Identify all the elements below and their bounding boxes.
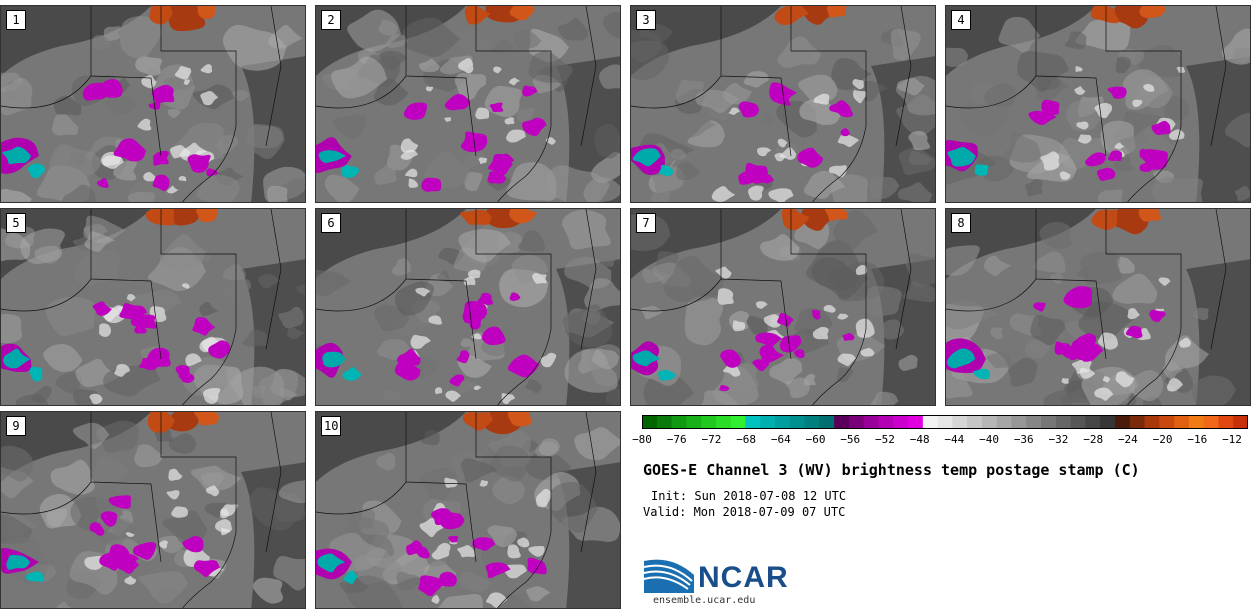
postage-stamp-panel[interactable]: 2 <box>315 5 621 203</box>
colorbar-tick-label: −20 <box>1152 433 1173 446</box>
colorbar-segment <box>1114 415 1131 429</box>
colorbar-tick-label: −64 <box>770 433 791 446</box>
postage-stamp-panel[interactable]: 10 <box>315 411 621 609</box>
colorbar <box>642 415 1248 429</box>
colorbar-tick-label: −48 <box>909 433 930 446</box>
postage-stamp-panel[interactable]: 3 <box>630 5 936 203</box>
colorbar-segment <box>834 415 850 429</box>
panel-number: 9 <box>6 416 26 436</box>
colorbar-tick-label: −12 <box>1222 433 1242 446</box>
panel-number: 6 <box>321 213 341 233</box>
valid-time: Valid: Mon 2018-07-09 07 UTC <box>643 505 846 519</box>
colorbar-tick-label: −16 <box>1187 433 1208 446</box>
panel-number: 3 <box>636 10 656 30</box>
colorbar-segment <box>967 415 983 429</box>
colorbar-segment <box>1144 415 1160 429</box>
colorbar-segment <box>981 415 998 429</box>
colorbar-tick-label: −24 <box>1117 433 1138 446</box>
colorbar-segment <box>1026 415 1042 429</box>
site-url[interactable]: ensemble.ucar.edu <box>653 595 756 606</box>
ncar-logo-icon <box>643 559 694 593</box>
ncar-logo-text: NCAR <box>698 561 789 594</box>
colorbar-tick-label: −40 <box>979 433 999 446</box>
panel-number: 10 <box>321 416 342 436</box>
colorbar-segment <box>878 415 894 429</box>
postage-stamp-panel[interactable]: 1 <box>0 5 306 203</box>
colorbar-segment <box>1100 415 1116 429</box>
colorbar-tick-label: −56 <box>840 433 861 446</box>
colorbar-segment <box>775 415 791 429</box>
colorbar-tick-label: −80 <box>632 433 652 446</box>
water-vapor-map <box>946 209 1250 405</box>
panel-number: 8 <box>951 213 971 233</box>
panel-number: 4 <box>951 10 971 30</box>
colorbar-tick-label: −68 <box>736 433 757 446</box>
colorbar-segment <box>642 415 658 429</box>
postage-stamp-panel[interactable]: 8 <box>945 208 1251 406</box>
colorbar-segment <box>804 415 820 429</box>
colorbar-segment <box>715 415 732 429</box>
colorbar-border <box>642 415 1248 429</box>
colorbar-tick-label: −36 <box>1013 433 1034 446</box>
colorbar-segment <box>789 415 806 429</box>
water-vapor-map <box>631 209 935 405</box>
colorbar-segment <box>1055 415 1072 429</box>
water-vapor-map <box>631 6 935 202</box>
colorbar-segment <box>848 415 865 429</box>
water-vapor-map <box>316 412 620 608</box>
colorbar-segment <box>863 415 879 429</box>
colorbar-segment <box>996 415 1013 429</box>
postage-stamp-panel[interactable]: 4 <box>945 5 1251 203</box>
colorbar-segment <box>1085 415 1101 429</box>
panel-number: 7 <box>636 213 656 233</box>
colorbar-tick-label: −72 <box>701 433 722 446</box>
water-vapor-map <box>316 6 620 202</box>
colorbar-segment <box>1129 415 1146 429</box>
colorbar-segment <box>701 415 717 429</box>
colorbar-segment <box>937 415 953 429</box>
panel-number: 1 <box>6 10 26 30</box>
postage-stamp-panel[interactable]: 9 <box>0 411 306 609</box>
colorbar-segment <box>1218 415 1234 429</box>
postage-stamp-panel[interactable]: 6 <box>315 208 621 406</box>
colorbar-segment <box>1174 415 1190 429</box>
colorbar-segment <box>1188 415 1205 429</box>
colorbar-segment <box>952 415 968 429</box>
colorbar-tick-label: −44 <box>944 433 965 446</box>
water-vapor-map <box>316 209 620 405</box>
colorbar-segment <box>1233 415 1248 429</box>
colorbar-segment <box>1041 415 1057 429</box>
colorbar-segment <box>1159 415 1175 429</box>
colorbar-segment <box>819 415 835 429</box>
colorbar-tick-label: −32 <box>1048 433 1069 446</box>
colorbar-segment <box>656 415 673 429</box>
water-vapor-map <box>1 412 305 608</box>
colorbar-tick-label: −60 <box>805 433 826 446</box>
colorbar-segment <box>760 415 776 429</box>
colorbar-tick-label: −28 <box>1083 433 1104 446</box>
postage-stamp-panel[interactable]: 7 <box>630 208 936 406</box>
init-time: Init: Sun 2018-07-08 12 UTC <box>651 489 847 503</box>
colorbar-segment <box>1011 415 1027 429</box>
colorbar-segment <box>893 415 909 429</box>
colorbar-segment <box>1070 415 1086 429</box>
colorbar-segment <box>1203 415 1219 429</box>
colorbar-segment <box>745 415 761 429</box>
panel-number: 5 <box>6 213 26 233</box>
colorbar-tick-label: −76 <box>666 433 687 446</box>
water-vapor-map <box>1 6 305 202</box>
water-vapor-map <box>946 6 1250 202</box>
water-vapor-map <box>1 209 305 405</box>
colorbar-tick-label: −52 <box>875 433 895 446</box>
colorbar-segment <box>730 415 746 429</box>
colorbar-segment <box>922 415 939 429</box>
colorbar-segment <box>671 415 687 429</box>
figure-title: GOES-E Channel 3 (WV) brightness temp po… <box>643 461 1140 479</box>
postage-stamp-panel[interactable]: 5 <box>0 208 306 406</box>
colorbar-segment <box>908 415 924 429</box>
colorbar-segment <box>686 415 702 429</box>
colorbar-ticks: −80 −76 −72 −68 −64 −60 −56 −52 −48 −44 −40 −36 −32 −… <box>632 429 1248 449</box>
panel-number: 2 <box>321 10 341 30</box>
